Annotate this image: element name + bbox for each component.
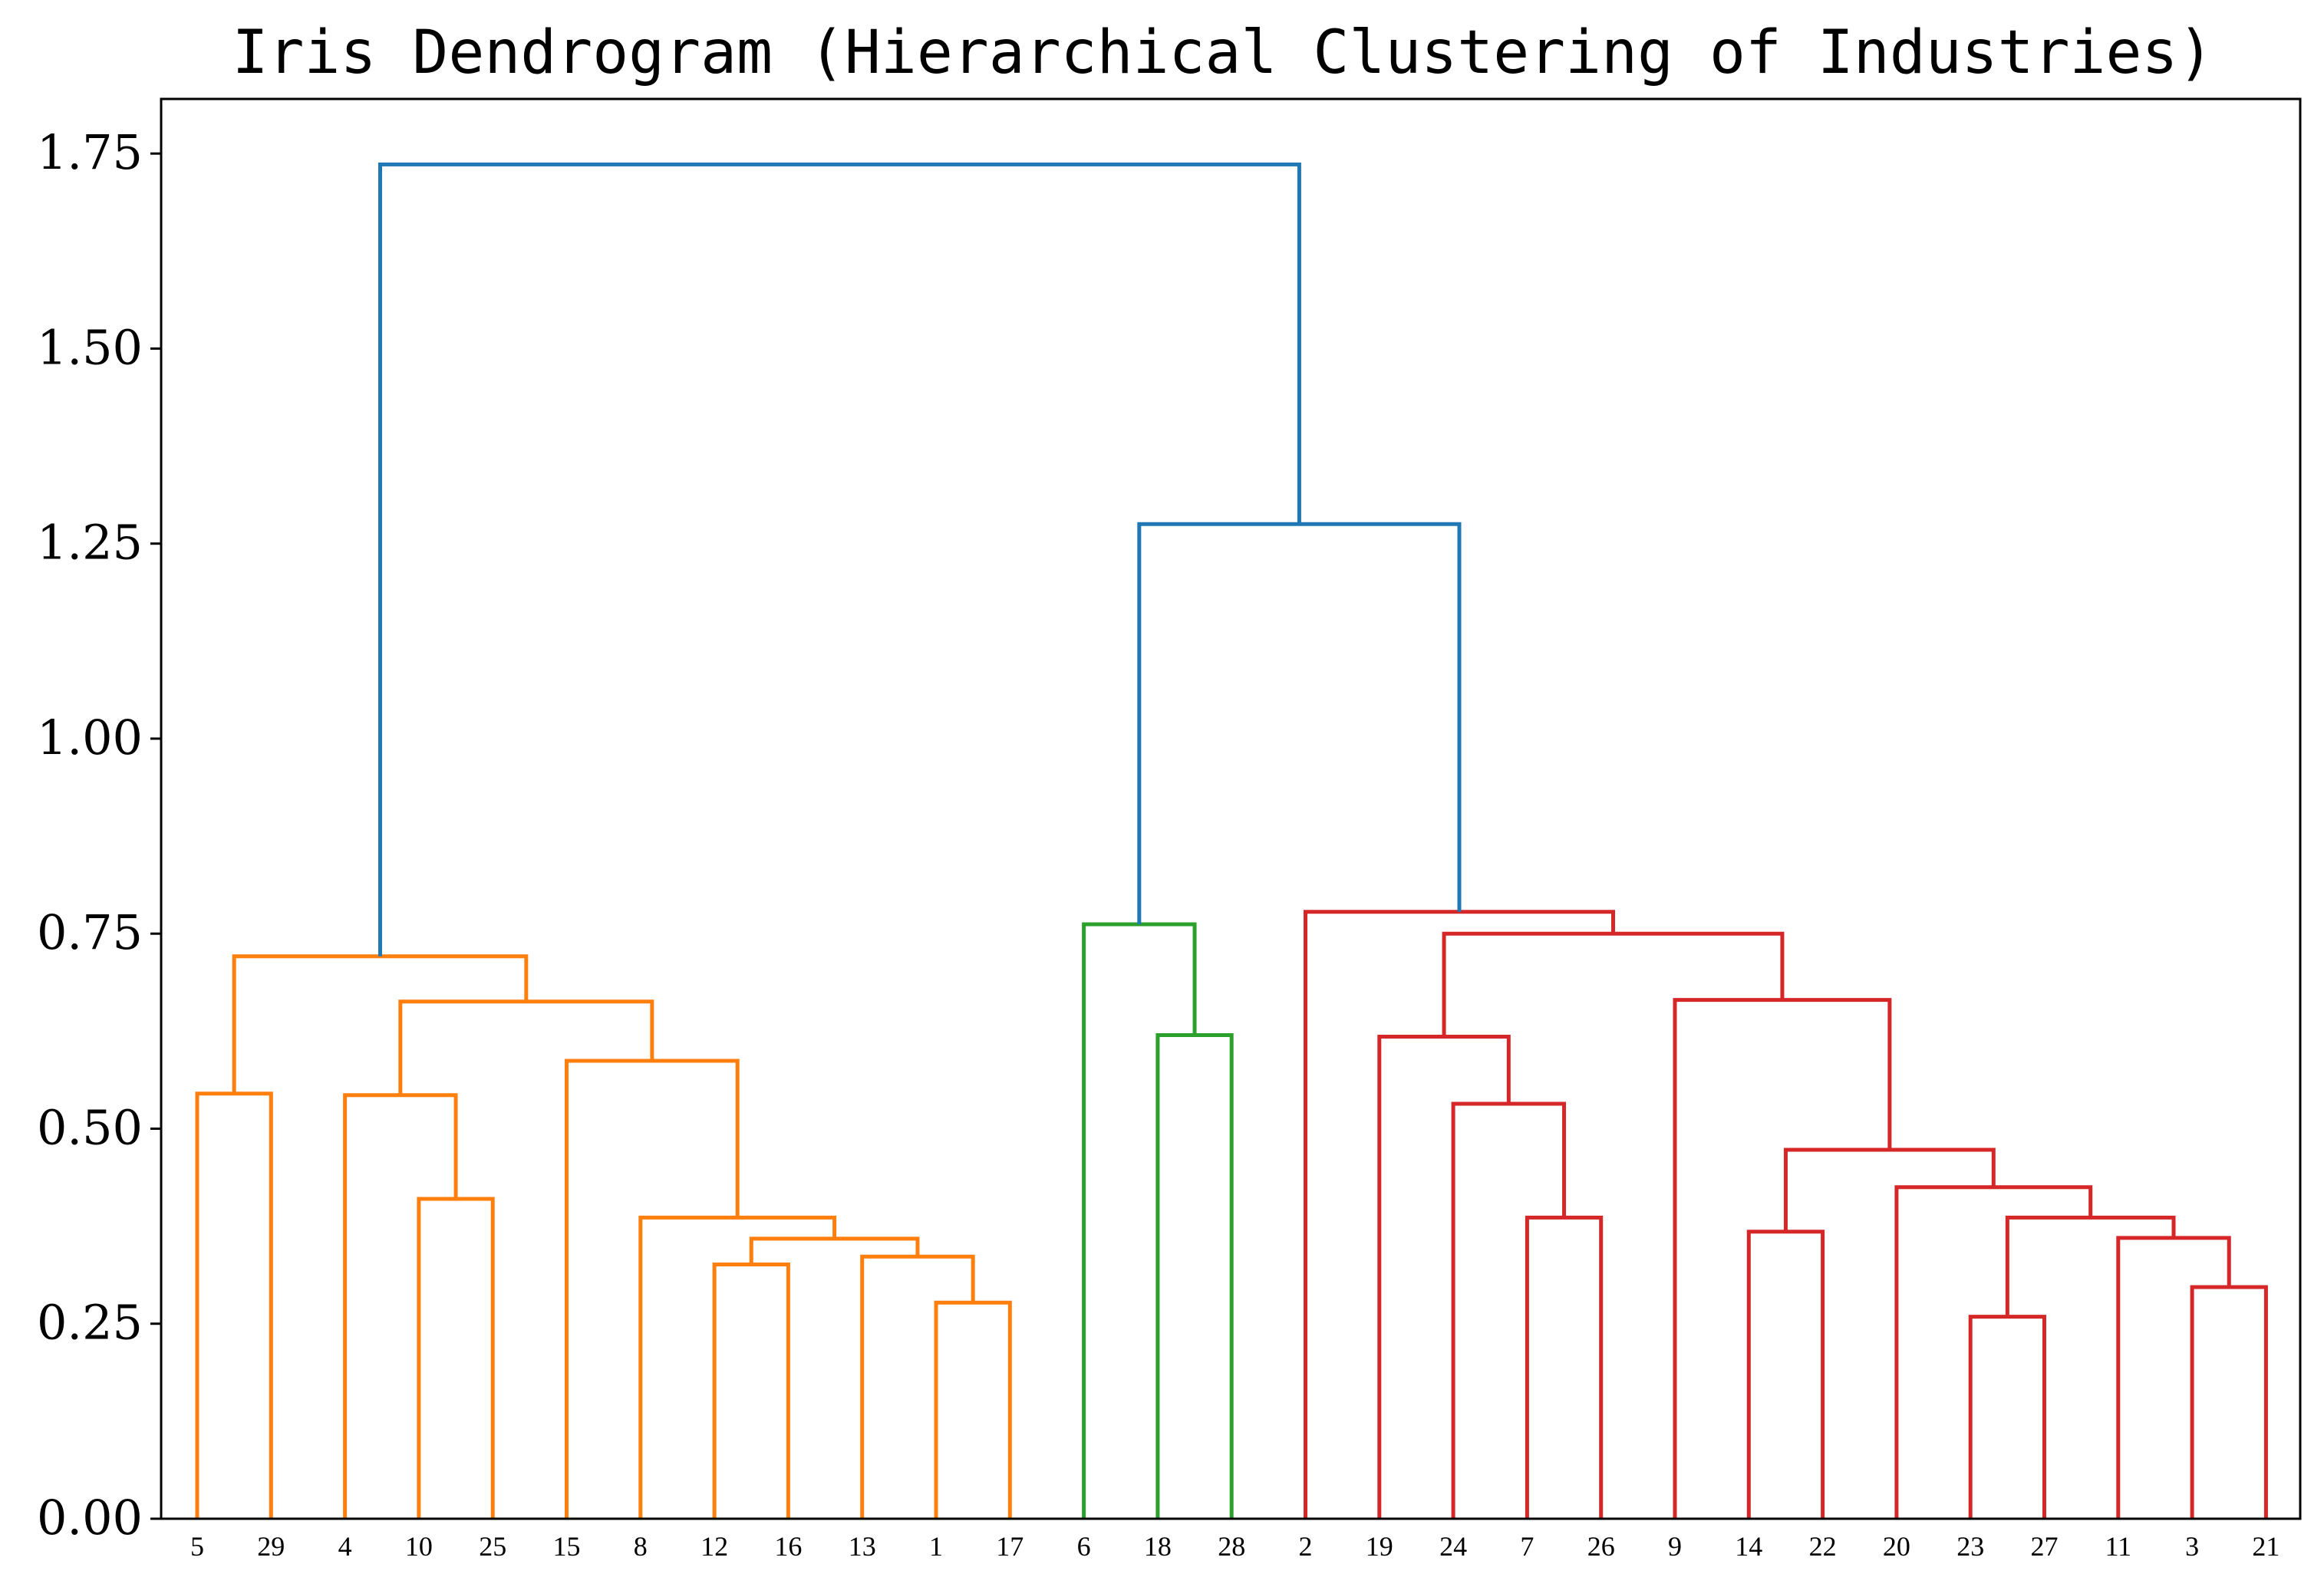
x-leaf-label: 2: [1299, 1531, 1313, 1562]
dendrogram-link-V: [1894, 1185, 2093, 1519]
dendrogram-link-A: [195, 1091, 273, 1519]
x-leaf-label: 4: [338, 1531, 352, 1562]
dendrogram-link-U: [2005, 1215, 2176, 1317]
y-tick-label: 1.75: [37, 124, 143, 180]
x-leaf-label: 20: [1883, 1531, 1910, 1562]
x-leaf-label: 17: [996, 1531, 1024, 1562]
dendrogram-links: [195, 162, 2268, 1519]
dendrogram-link-X: [1673, 998, 1892, 1519]
x-axis: 5 29 4 10 25 15 8 12 16 13 1 17 6 18 28 2 19 24 7 26 9 14 22 20…: [190, 1531, 2279, 1562]
dendrogram-link-L: [1155, 1032, 1234, 1519]
dendrogram-link-W: [1783, 1147, 1996, 1232]
dendrogram-link-AA: [1137, 522, 1462, 925]
dendrogram-link-I: [565, 1059, 740, 1519]
plot-frame: [160, 97, 2302, 1520]
y-tick-label: 0.50: [37, 1099, 143, 1155]
y-tick-label: 1.50: [37, 319, 143, 375]
x-leaf-label: 11: [2105, 1531, 2131, 1562]
dendrogram-link-H: [638, 1215, 837, 1519]
dendrogram-link-N: [1525, 1215, 1604, 1519]
x-leaf-label: 12: [700, 1531, 728, 1562]
dendrogram-link-D: [712, 1262, 790, 1519]
dendrogram-link-F: [860, 1254, 975, 1519]
y-tick-label: 0.25: [37, 1295, 143, 1351]
x-leaf-label: 15: [553, 1531, 581, 1562]
x-leaf-label: 6: [1077, 1531, 1091, 1562]
dendrogram-link-G: [749, 1236, 920, 1265]
x-leaf-label: 24: [1439, 1531, 1467, 1562]
x-leaf-label: 18: [1144, 1531, 1172, 1562]
x-leaf-label: 19: [1366, 1531, 1393, 1562]
dendrogram-link-B: [417, 1197, 495, 1519]
dendrogram-link-Q: [1746, 1230, 1825, 1519]
y-tick-label: 0.75: [37, 904, 143, 960]
y-tick-label: 1.00: [37, 710, 143, 766]
dendrogram-link-R: [1968, 1315, 2046, 1519]
dendrogram-link-M: [1082, 922, 1197, 1519]
x-leaf-label: 5: [190, 1531, 204, 1562]
x-leaf-label: 28: [1218, 1531, 1245, 1562]
x-leaf-label: 25: [479, 1531, 506, 1562]
x-leaf-label: 3: [2185, 1531, 2199, 1562]
x-leaf-label: 1: [929, 1531, 943, 1562]
x-leaf-label: 23: [1956, 1531, 1984, 1562]
y-tick-label: 1.25: [37, 515, 143, 571]
x-leaf-label: 27: [2031, 1531, 2059, 1562]
x-leaf-label: 13: [849, 1531, 876, 1562]
dendrogram-link-P: [1377, 1034, 1511, 1519]
x-leaf-label: 21: [2252, 1531, 2279, 1562]
dendrogram-link-O: [1451, 1101, 1567, 1519]
dendrogram-link-C: [343, 1093, 458, 1519]
dendrogram-link-Z: [1304, 910, 1615, 1519]
x-leaf-label: 16: [774, 1531, 802, 1562]
dendrogram-link-T: [2116, 1236, 2231, 1519]
dendrogram-link-K: [232, 954, 529, 1094]
x-leaf-label: 29: [257, 1531, 285, 1562]
dendrogram-link-Y: [1442, 931, 1785, 1037]
dendrogram-link-E: [934, 1300, 1012, 1519]
x-leaf-label: 9: [1668, 1531, 1682, 1562]
chart-title: Iris Dendrogram (Hierarchical Clustering…: [232, 18, 2214, 87]
dendrogram-link-J: [398, 999, 654, 1095]
dendrogram-link-AB: [377, 162, 1301, 956]
x-leaf-label: 14: [1735, 1531, 1762, 1562]
x-leaf-label: 26: [1587, 1531, 1615, 1562]
x-leaf-label: 8: [634, 1531, 648, 1562]
x-leaf-label: 22: [1809, 1531, 1837, 1562]
y-axis: 0.00 0.25 0.50 0.75 1.00 1.25 1.50 1.75: [37, 124, 161, 1546]
x-leaf-label: 7: [1520, 1531, 1534, 1562]
dendrogram-link-S: [2190, 1285, 2268, 1519]
y-tick-label: 0.00: [37, 1490, 143, 1546]
x-leaf-label: 10: [405, 1531, 433, 1562]
